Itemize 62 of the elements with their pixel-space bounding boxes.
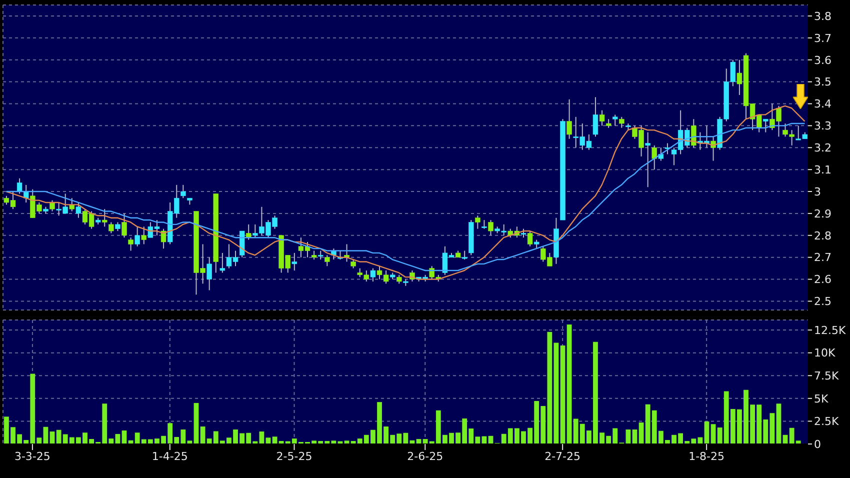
y-tick-label: 3.8	[814, 10, 832, 23]
candlestick	[763, 118, 768, 133]
x-tick-label: 3-3-25	[14, 450, 50, 463]
candlestick	[76, 202, 82, 218]
y-tick-label: 2.5	[814, 295, 832, 308]
candlestick	[206, 256, 212, 291]
y-tick-label: 3.5	[814, 76, 832, 89]
x-tick-label: 2-7-25	[544, 450, 581, 463]
x-tick-label: 2-5-25	[276, 450, 312, 463]
y-tick-label: 2.9	[814, 207, 832, 220]
candlestick	[134, 226, 140, 247]
bar	[638, 422, 644, 444]
y-tick-label: 2.7	[814, 251, 832, 264]
y-tick-label: 12.5K	[814, 324, 846, 337]
candlestick	[220, 252, 226, 274]
bar	[710, 424, 716, 444]
bar	[554, 342, 559, 444]
y-tick-label: 2.6	[814, 273, 832, 286]
y-tick-label: 0	[814, 438, 821, 451]
candlestick	[599, 110, 605, 126]
x-tick-label: 2-6-25	[407, 450, 444, 463]
y-tick-label: 10K	[814, 346, 836, 360]
candlestick	[527, 230, 533, 247]
y-tick-label: 7.5K	[814, 370, 840, 383]
y-tick-label: 3.6	[814, 54, 832, 67]
candlestick	[292, 252, 298, 272]
candlestick	[566, 98, 572, 140]
y-tick-label: 2.5K	[814, 415, 840, 428]
candlestick	[324, 254, 330, 267]
candlestick	[645, 132, 650, 188]
candlestick	[246, 224, 252, 240]
candlestick	[370, 268, 376, 282]
y-tick-label: 3	[814, 185, 821, 198]
y-tick-label: 3.1	[814, 163, 832, 176]
bar	[560, 346, 566, 444]
bar	[194, 402, 199, 444]
candlestick	[122, 212, 127, 238]
candlestick	[128, 237, 134, 252]
candlestick	[619, 116, 624, 128]
candlestick	[475, 215, 480, 230]
y-tick-label: 5K	[814, 392, 829, 406]
x-tick-label: 1-4-25	[152, 450, 188, 463]
y-tick-label: 2.8	[814, 229, 832, 242]
candlestick	[108, 222, 114, 234]
bar	[776, 404, 782, 444]
candlestick	[180, 184, 186, 199]
bar	[704, 421, 710, 444]
candlestick	[102, 208, 108, 228]
candlestick	[141, 226, 146, 245]
y-tick-label: 3.4	[814, 98, 832, 111]
candlestick	[160, 228, 166, 250]
y-tick-label: 3.2	[814, 142, 832, 155]
candlestick	[16, 178, 22, 194]
candlestick	[488, 220, 494, 236]
candlestick	[652, 144, 657, 170]
y-tick-label: 3.3	[814, 120, 832, 133]
candlestick	[612, 114, 618, 126]
candlestick	[50, 200, 55, 212]
y-tick-label: 3.7	[814, 32, 832, 45]
candlestick	[691, 118, 696, 148]
candlestick	[592, 96, 598, 138]
x-tick-label: 1-8-25	[688, 450, 725, 463]
